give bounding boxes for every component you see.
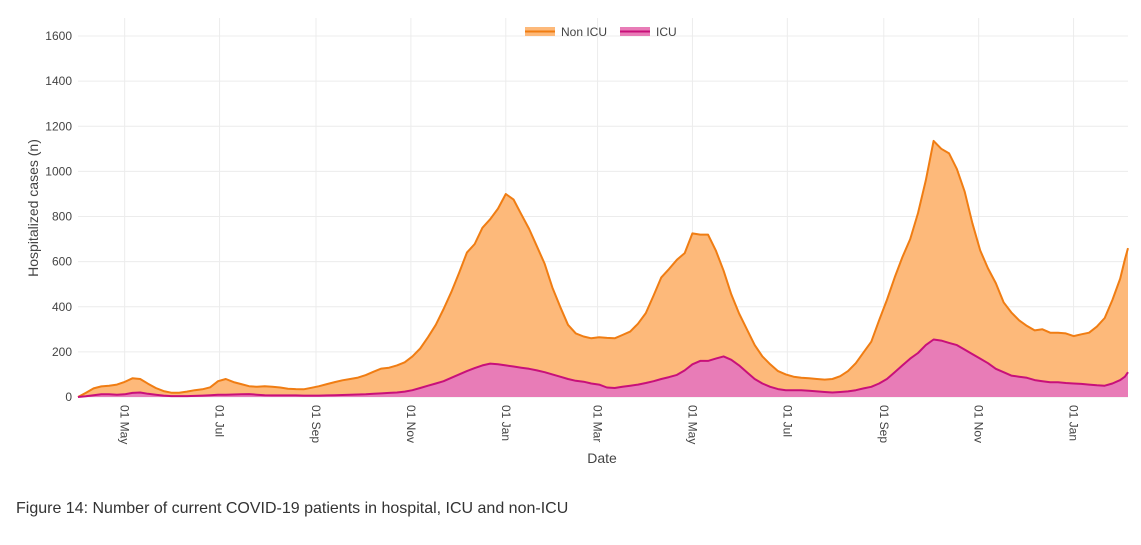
x-tick-label: 01 Jul (780, 405, 794, 437)
x-tick-label: 01 Sep (309, 405, 323, 443)
x-tick-label: 01 Jan (499, 405, 513, 441)
x-tick-label: 01 Jul (213, 405, 227, 437)
legend-item-non-icu[interactable]: Non ICU (525, 25, 607, 39)
area-non-icu (78, 140, 1128, 397)
legend-label-non-icu: Non ICU (561, 25, 607, 39)
y-tick-label: 200 (52, 345, 72, 359)
y-tick-label: 1600 (45, 29, 72, 43)
y-tick-label: 1000 (45, 164, 72, 178)
area-icu (78, 339, 1128, 397)
x-tick-label: 01 May (118, 405, 132, 444)
x-tick-label: 01 Jan (1067, 405, 1081, 441)
line-icu (77, 338, 1129, 398)
x-tick-label: 01 Mar (591, 405, 605, 442)
y-tick-label: 400 (52, 300, 72, 314)
y-tick-label: 1400 (45, 74, 72, 88)
x-axis-title: Date (587, 450, 617, 466)
x-tick-label: 01 Nov (404, 405, 418, 443)
y-axis-title: Hospitalized cases (n) (25, 139, 41, 277)
legend[interactable]: Non ICU ICU (525, 25, 677, 39)
area-layers (77, 139, 1129, 398)
x-tick-label: 01 Nov (972, 405, 986, 443)
x-axis-ticks: 01 May 01 Jul 01 Sep 01 Nov 01 Jan 01 Mar 01 M… (118, 405, 1081, 444)
line-non-icu (77, 139, 1129, 398)
x-tick-label: 01 Sep (877, 405, 891, 443)
legend-item-icu[interactable]: ICU (620, 25, 677, 39)
y-tick-label: 0 (65, 390, 72, 404)
y-tick-label: 1200 (45, 119, 72, 133)
x-tick-label: 01 May (685, 405, 699, 444)
legend-label-icu: ICU (656, 25, 677, 39)
y-tick-label: 600 (52, 255, 72, 269)
figure-caption: Figure 14: Number of current COVID-19 pa… (16, 500, 569, 517)
y-axis-ticks: 0 200 400 600 800 1000 1200 1400 1600 (45, 29, 72, 404)
y-tick-label: 800 (52, 210, 72, 224)
